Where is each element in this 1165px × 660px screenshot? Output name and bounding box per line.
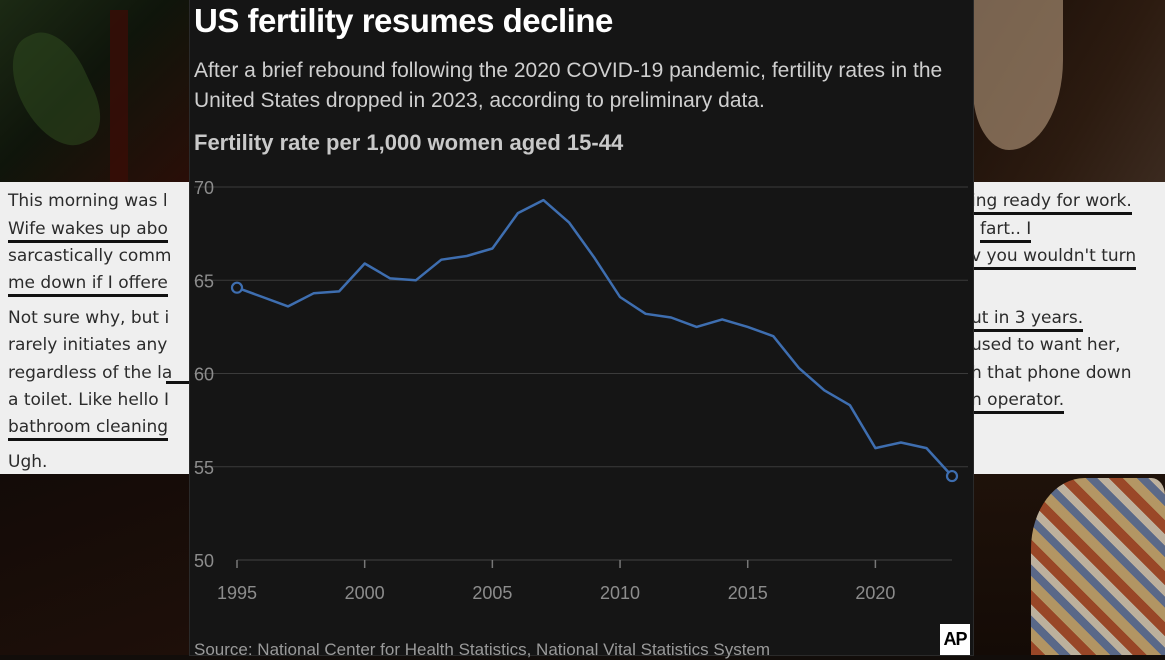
- right-post-line: h that phone down: [973, 363, 1132, 383]
- y-axis-title: Fertility rate per 1,000 women aged 15-4…: [194, 130, 624, 155]
- endpoint-marker: [230, 281, 244, 294]
- left-post-line: a toilet. Like hello I: [8, 390, 170, 410]
- background-photo-left-bottom: [0, 474, 190, 655]
- endpoint-marker: [945, 469, 959, 483]
- left-post-line: me down if I offere: [8, 272, 168, 297]
- right-post-line: fart.. I: [980, 218, 1032, 243]
- x-tick-label: 2020: [855, 583, 895, 603]
- right-post-line: ut in 3 years.: [973, 307, 1084, 332]
- background-photo-left-top: [0, 0, 190, 182]
- chart-panel: US fertility resumes decline After a bri…: [190, 0, 973, 659]
- ap-logo: AP: [940, 624, 970, 655]
- y-tick-label: 55: [194, 458, 214, 478]
- left-post-line: sarcastically comm: [8, 246, 172, 266]
- background-photo-right-top: [973, 0, 1165, 182]
- fertility-rate-line: [236, 198, 953, 477]
- y-tick-label: 60: [194, 365, 214, 385]
- y-tick-label: 50: [194, 551, 214, 571]
- left-post-line: Ugh.: [8, 452, 48, 472]
- source-note: Source: National Center for Health Stati…: [194, 640, 771, 659]
- right-post-line: ing ready for work.: [973, 190, 1132, 215]
- x-tick-label: 2005: [472, 583, 512, 603]
- x-tick-label: 1995: [217, 583, 257, 603]
- left-post-line: This morning was l: [8, 191, 168, 211]
- right-text-post: ing ready for work. fart.. I v you would…: [973, 182, 1165, 474]
- left-post-line: Wife wakes up abo: [8, 218, 168, 243]
- right-post-line: v you wouldn't turn: [973, 245, 1137, 270]
- x-tick-label: 2015: [728, 583, 768, 603]
- x-tick-label: 2000: [345, 583, 385, 603]
- chart-subtitle: After a brief rebound following the 2020…: [194, 59, 943, 112]
- chart-headline: US fertility resumes decline: [194, 2, 613, 39]
- left-text-post: This morning was l Wife wakes up abo sar…: [0, 182, 190, 474]
- left-post-line: Not sure why, but i: [8, 308, 170, 328]
- right-post-line: n operator.: [973, 389, 1065, 414]
- fertility-line-chart: 50 55 60 65 70 1995 2000 2005 2010 2015 2020: [194, 178, 968, 603]
- x-tick-label: 2010: [600, 583, 640, 603]
- y-tick-label: 65: [194, 271, 214, 291]
- y-tick-label: 70: [194, 178, 214, 198]
- background-photo-right-bottom: [973, 474, 1165, 655]
- left-post-line: regardless of the la: [8, 363, 173, 383]
- right-post-line: used to want her,: [973, 335, 1121, 355]
- left-post-line: bathroom cleaning: [8, 416, 169, 441]
- left-post-line: rarely initiates any: [8, 335, 168, 355]
- redaction-mark: [166, 381, 190, 384]
